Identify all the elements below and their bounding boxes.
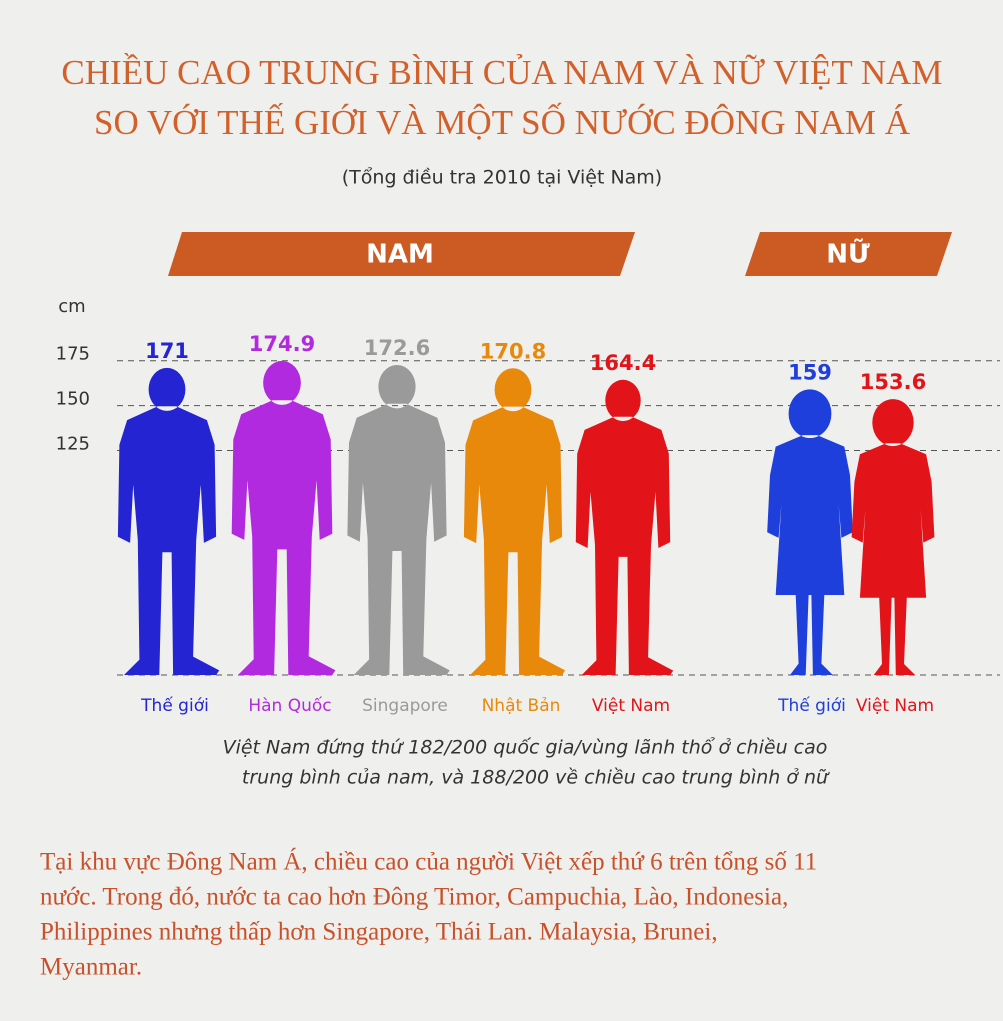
value-label: 172.6	[364, 336, 430, 360]
figure	[575, 379, 674, 675]
title-line: SO VỚI THẾ GIỚI VÀ MỘT SỐ NƯỚC ĐÔNG NAM …	[94, 101, 911, 142]
value-label: 174.9	[249, 332, 315, 356]
category-label: Nhật Bản	[482, 696, 561, 716]
paragraph-line: Philippines nhưng thấp hơn Singapore, Th…	[40, 919, 718, 946]
paragraph-line: Myanmar.	[40, 954, 142, 981]
category-label: Hàn Quốc	[248, 695, 331, 716]
value-label: 170.8	[480, 339, 546, 363]
y-tick-label: 125	[56, 434, 90, 455]
figure	[231, 360, 336, 675]
category-label: Thế giới	[140, 695, 209, 716]
figure	[117, 367, 220, 675]
footnote: trung bình của nam, và 188/200 về chiều …	[242, 767, 830, 789]
paragraph-line: Tại khu vực Đông Nam Á, chiều cao của ng…	[40, 848, 817, 876]
figure	[767, 389, 853, 675]
group-label: NỮ	[826, 238, 870, 270]
category-label: Singapore	[362, 696, 448, 716]
category-label: Việt Nam	[592, 696, 670, 716]
y-tick-label: 150	[56, 389, 90, 410]
value-label: 159	[788, 360, 832, 384]
value-label: 164.4	[590, 351, 656, 375]
y-unit: cm	[58, 296, 85, 317]
value-label: 171	[145, 339, 189, 363]
category-label: Việt Nam	[856, 696, 934, 716]
figure	[347, 365, 450, 675]
y-tick-label: 175	[56, 344, 90, 365]
subtitle: (Tổng điều tra 2010 tại Việt Nam)	[342, 167, 662, 189]
footnote: Việt Nam đứng thứ 182/200 quốc gia/vùng …	[223, 737, 828, 759]
banner	[168, 232, 635, 276]
title-line: CHIỀU CAO TRUNG BÌNH CỦA NAM VÀ NỮ VIỆT …	[61, 52, 942, 92]
banner	[745, 232, 952, 276]
value-label: 153.6	[860, 370, 926, 394]
figure	[851, 399, 935, 675]
group-label: NAM	[366, 240, 434, 270]
figure	[463, 368, 566, 675]
paragraph-line: nước. Trong đó, nước ta cao hơn Đông Tim…	[40, 884, 788, 911]
category-label: Thế giới	[777, 695, 846, 716]
